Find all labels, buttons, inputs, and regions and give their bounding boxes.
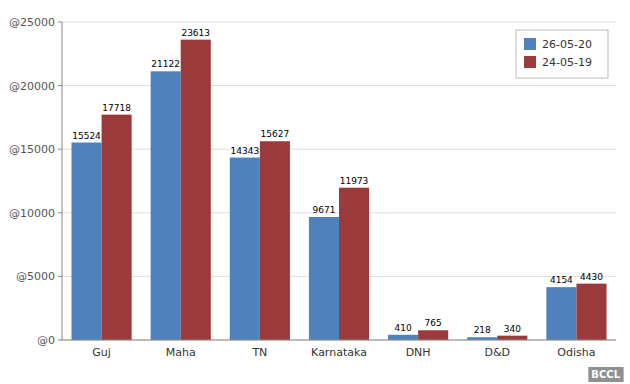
data-label: 4154 [550, 275, 573, 285]
legend-label: 26-05-20 [542, 38, 592, 51]
chart: @0 @5000 @10000 @15000 @20000 @25000 15524 2112… [0, 0, 630, 384]
annotation: BCCL [588, 367, 623, 382]
bar [260, 141, 290, 340]
x-axis-line [62, 340, 616, 341]
data-label: 410 [395, 323, 412, 333]
data-label: 15524 [72, 131, 101, 141]
legend-swatch [524, 38, 536, 50]
data-label: 340 [504, 324, 521, 334]
data-label: 9671 [313, 205, 336, 215]
chart-container: @0 @5000 @10000 @15000 @20000 @25000 15524 2112… [0, 0, 630, 384]
category-label: DNH [406, 346, 431, 359]
grid-line [62, 85, 616, 86]
tick-mark [58, 212, 62, 213]
bar [576, 284, 606, 340]
bar [309, 217, 339, 340]
tick-label: @20000 [9, 80, 55, 93]
data-label: 11973 [340, 176, 369, 186]
tick-label: @5000 [16, 270, 55, 283]
category-label: TN [251, 346, 267, 359]
tick-label: @10000 [9, 207, 55, 220]
category-label: Guj [92, 346, 111, 359]
tick-mark [58, 276, 62, 277]
grid-line [62, 149, 616, 150]
bar [546, 287, 576, 340]
data-label: 218 [474, 325, 491, 335]
plot-area [62, 22, 616, 340]
bar [497, 336, 527, 340]
data-label: 21122 [151, 59, 180, 69]
category-label: Karnataka [311, 346, 367, 359]
bar [71, 143, 101, 340]
grid-line [62, 340, 616, 341]
data-label: 23613 [181, 28, 210, 38]
bar [388, 335, 418, 340]
data-label: 14343 [230, 146, 259, 156]
bar [102, 115, 132, 340]
bar [339, 188, 369, 340]
category-label: Odisha [557, 346, 595, 359]
data-label: 4430 [580, 272, 603, 282]
tick-mark [58, 149, 62, 150]
tick-mark [58, 22, 62, 23]
bar [418, 330, 448, 340]
legend-label: 24-05-19 [542, 56, 592, 69]
tick-mark [58, 340, 62, 341]
bar [151, 71, 181, 340]
tick-label: @25000 [9, 16, 55, 29]
tick-label: @15000 [9, 143, 55, 156]
grid-line [62, 22, 616, 23]
y-axis-line [62, 22, 63, 340]
legend: 26-05-20 24-05-19 [516, 30, 608, 78]
data-label: 15627 [261, 129, 290, 139]
data-label: 17718 [102, 103, 131, 113]
annotation-text: BCCL [591, 369, 620, 380]
legend-box [516, 30, 608, 78]
bar [181, 40, 211, 340]
x-axis: Guj Maha TN Karnataka DNH D&D Odisha [92, 346, 595, 359]
data-label: 765 [425, 318, 442, 328]
category-label: D&D [485, 346, 511, 359]
tick-label: @0 [37, 334, 55, 347]
bars [71, 40, 606, 340]
category-label: Maha [166, 346, 196, 359]
tick-mark [58, 85, 62, 86]
annotation-background [588, 367, 623, 382]
y-axis: @0 @5000 @10000 @15000 @20000 @25000 [9, 16, 616, 347]
bar [230, 158, 260, 340]
legend-swatch [524, 56, 536, 68]
